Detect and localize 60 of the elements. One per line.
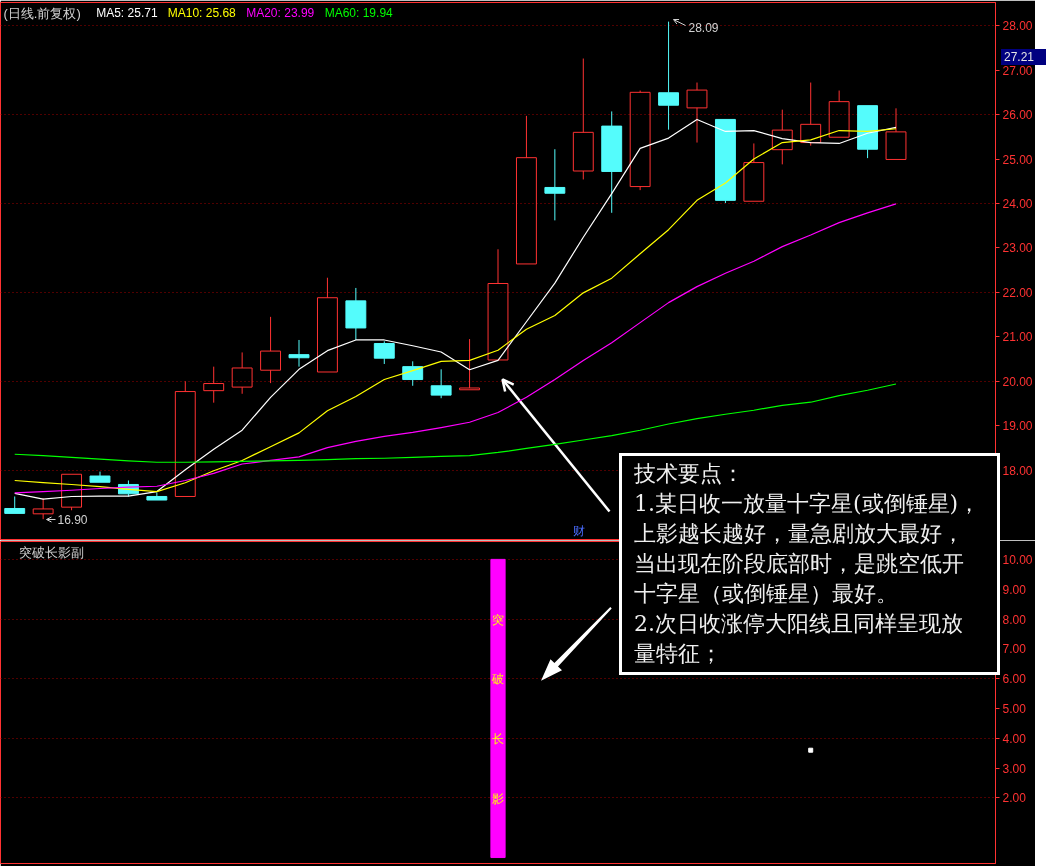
candlestick [487, 248, 509, 361]
annotation: 财 [572, 523, 585, 538]
annotation: 16.90 [57, 513, 88, 527]
candlestick [743, 142, 765, 202]
candlestick [174, 380, 196, 497]
y-tick-label: 25.00 [1002, 152, 1033, 167]
y-tick-label: 9.00 [1002, 582, 1027, 597]
y-tick-label: 2.00 [1002, 791, 1027, 806]
candlestick [345, 287, 367, 341]
y-tick-label: 24.00 [1002, 196, 1033, 211]
candlestick [828, 90, 850, 138]
candlestick [402, 360, 424, 387]
candlestick [316, 277, 338, 373]
annotation: 28.09 [688, 21, 719, 35]
y-tick-label: 18.00 [1002, 463, 1033, 478]
annotation: 2.次日收涨停大阳线且同样呈现放量特征； [634, 610, 964, 668]
candlestick [4, 495, 26, 514]
y-tick-label: 8.00 [1002, 612, 1027, 627]
y-tick-label: 3.00 [1002, 761, 1027, 776]
text: MA60: 19.94 [324, 5, 394, 20]
candlestick [231, 351, 253, 395]
y-tick-label: 26.00 [1002, 108, 1033, 123]
y-tick-label: 22.00 [1002, 285, 1033, 300]
y-tick-label: 23.00 [1002, 241, 1033, 256]
text: MA10: 25.68 [167, 5, 237, 20]
y-tick-label: 10.00 [1002, 552, 1033, 567]
chart-title: (日线.前复权) [3, 5, 81, 21]
candlestick [260, 316, 282, 384]
y-tick-label: 21.00 [1002, 330, 1033, 345]
y-tick-label: 19.00 [1002, 419, 1033, 434]
candlestick [146, 491, 168, 501]
y-tick-label: 28.00 [1002, 19, 1033, 34]
line-series [14, 203, 897, 494]
text: MA5: 25.71 [96, 5, 158, 20]
candlestick [601, 110, 623, 214]
candlestick [629, 90, 651, 191]
annotation: 1.某日收一放量十字星(或倒锤星)，上影越长越好，量急剧放大最好，当出现在阶段底部时，是跳空低开十字星（或倒锤星）最好。 [634, 490, 981, 608]
candlestick [459, 338, 481, 391]
y-tick-label: 7.00 [1002, 642, 1027, 657]
candlestick [771, 109, 793, 165]
y-tick-label: 4.00 [1002, 731, 1027, 746]
candlestick [686, 82, 708, 144]
y-tick-label: 20.00 [1002, 374, 1033, 389]
candlestick [800, 82, 822, 147]
candlestick [885, 107, 907, 160]
chart-title: 突破长影副 [18, 544, 84, 560]
y-tick-label: 27.00 [1002, 63, 1033, 78]
data-label: 突破长影 [490, 603, 505, 843]
y-tick-label: 5.00 [1002, 701, 1027, 716]
candlestick [544, 148, 566, 221]
y-tick-label: 6.00 [1002, 672, 1027, 687]
candlestick [430, 368, 452, 399]
text: MA20: 23.99 [246, 5, 315, 20]
candlestick [203, 366, 225, 404]
candlestick [288, 339, 310, 368]
text: 27.21 [1004, 49, 1035, 65]
candlestick [89, 471, 111, 483]
annotation: 技术要点： [634, 460, 745, 488]
line-series [14, 383, 897, 463]
candlestick [515, 115, 537, 265]
